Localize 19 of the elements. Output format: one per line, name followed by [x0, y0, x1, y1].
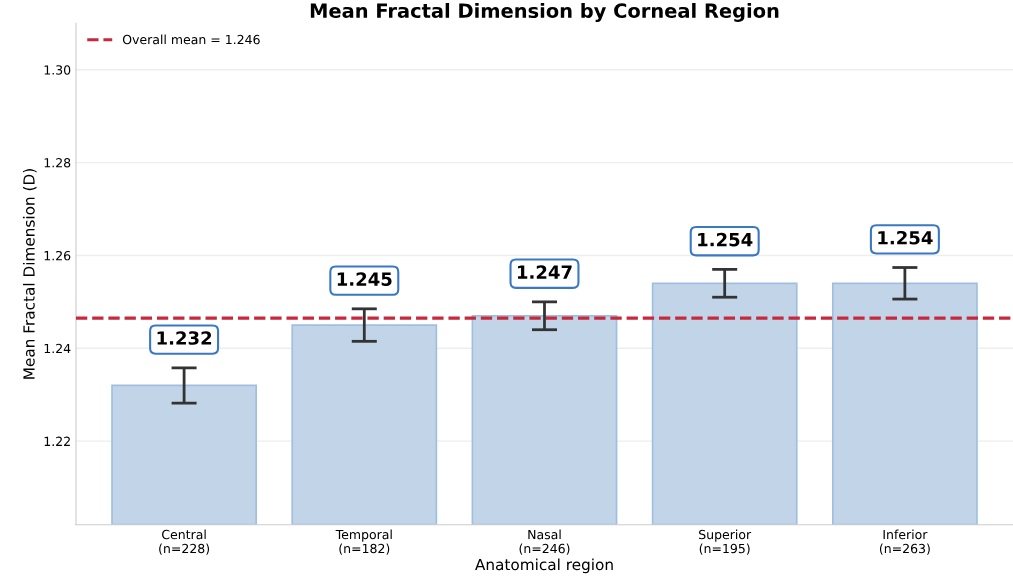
- y-axis-title: Mean Fractal Dimension (D): [22, 169, 37, 379]
- legend-label: Overall mean = 1.246: [122, 34, 260, 45]
- data-label: 1.247: [517, 265, 572, 279]
- x-tick-label: Superior (n=195): [699, 529, 752, 555]
- y-tick-label: 1.22: [44, 436, 70, 446]
- y-tick-label: 1.26: [44, 250, 71, 261]
- data-label: 1.245: [337, 272, 392, 286]
- x-tick-label: Nasal (n=246): [519, 529, 570, 555]
- x-axis-title: Anatomical region: [475, 558, 613, 574]
- data-label: 1.254: [878, 230, 933, 245]
- x-tick-label: Temporal (n=182): [335, 529, 392, 555]
- y-tick-label: 1.30: [44, 65, 71, 75]
- y-tick-label: 1.28: [44, 158, 71, 168]
- x-tick-label: Central (n=228): [159, 529, 210, 555]
- chart-title: Mean Fractal Dimension by Corneal Region: [310, 2, 779, 22]
- y-tick-label: 1.24: [44, 343, 71, 354]
- x-tick-label: Inferior (n=263): [879, 529, 930, 555]
- data-label: 1.232: [157, 331, 212, 345]
- data-label: 1.254: [698, 232, 753, 247]
